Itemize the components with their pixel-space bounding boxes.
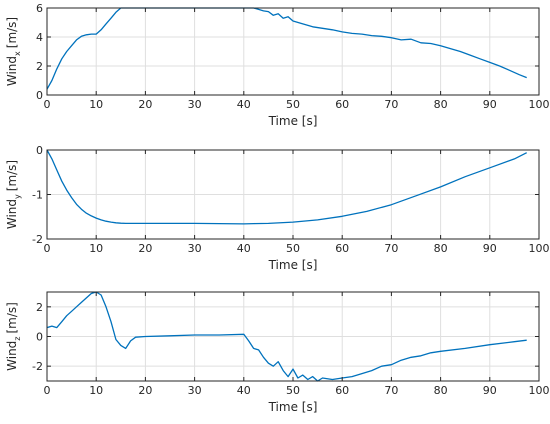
x-tick-label: 10	[89, 98, 103, 111]
x-tick-label: 80	[434, 242, 448, 255]
series-line-1	[47, 149, 527, 225]
y-tick-label: 2	[36, 301, 43, 314]
x-tick-label: 20	[138, 384, 152, 397]
y-axis-label-subscript: z	[13, 336, 22, 340]
x-tick-label: 60	[335, 384, 349, 397]
y-axis-label-unit: [m/s]	[5, 17, 19, 48]
y-tick-label: -2	[32, 233, 43, 246]
x-tick-label: 80	[434, 384, 448, 397]
y-tick-label: -1	[32, 189, 43, 202]
x-tick-label: 70	[384, 242, 398, 255]
x-tick-label: 30	[188, 384, 202, 397]
x-axis-label: Time [s]	[268, 114, 318, 128]
y-axis-label-subscript: x	[13, 51, 22, 56]
x-tick-label: 40	[237, 98, 251, 111]
y-tick-label: 0	[36, 89, 43, 102]
series-line-1	[47, 291, 527, 382]
subplot-1: 0 10 20 30 40 50 60 70 80 90 100 0 2 4 6 Time [s] Windx […	[5, 2, 550, 128]
x-tick-label: 40	[237, 384, 251, 397]
y-axis-label-main: Wind	[5, 199, 19, 229]
x-tick-label: 90	[483, 98, 497, 111]
y-axis-label-unit: [m/s]	[5, 302, 19, 333]
x-tick-label: 40	[237, 242, 251, 255]
x-tick-label: 70	[384, 98, 398, 111]
y-axis-label: Windx [m/s]	[5, 17, 22, 86]
x-tick-label: 100	[529, 384, 550, 397]
x-tick-label: 0	[44, 384, 51, 397]
y-axis-label-unit: [m/s]	[5, 160, 19, 191]
y-axis-label: Windz [m/s]	[5, 302, 22, 371]
y-axis-label-main: Wind	[5, 341, 19, 371]
x-tick-label: 20	[138, 242, 152, 255]
x-tick-label: 30	[188, 98, 202, 111]
x-tick-label: 30	[188, 242, 202, 255]
x-tick-label: 10	[89, 242, 103, 255]
y-axis-label-subscript: y	[13, 194, 22, 199]
y-tick-label: -2	[32, 360, 43, 373]
y-tick-label: 2	[36, 60, 43, 73]
y-tick-label: 4	[36, 31, 43, 44]
x-tick-label: 80	[434, 98, 448, 111]
y-axis-label: Windy [m/s]	[5, 160, 22, 229]
x-tick-label: 100	[529, 98, 550, 111]
subplot-2: 0 10 20 30 40 50 60 70 80 90 100 -2 -1 0 Time [s] Windy…	[5, 144, 550, 272]
x-tick-label: 90	[483, 242, 497, 255]
x-tick-label: 10	[89, 384, 103, 397]
x-tick-label: 100	[529, 242, 550, 255]
x-tick-label: 20	[138, 98, 152, 111]
x-axis-label: Time [s]	[268, 258, 318, 272]
series-line-1	[47, 7, 527, 90]
x-tick-label: 50	[286, 98, 300, 111]
x-tick-label: 50	[286, 384, 300, 397]
x-tick-label: 90	[483, 384, 497, 397]
x-axis-label: Time [s]	[268, 400, 318, 414]
x-tick-label: 50	[286, 242, 300, 255]
y-tick-label: 0	[36, 331, 43, 344]
x-tick-label: 60	[335, 98, 349, 111]
x-tick-label: 0	[44, 242, 51, 255]
y-tick-label: 6	[36, 2, 43, 15]
x-tick-label: 60	[335, 242, 349, 255]
y-tick-label: 0	[36, 144, 43, 157]
y-axis-label-main: Wind	[5, 56, 19, 86]
x-tick-label: 0	[44, 98, 51, 111]
x-tick-label: 70	[384, 384, 398, 397]
